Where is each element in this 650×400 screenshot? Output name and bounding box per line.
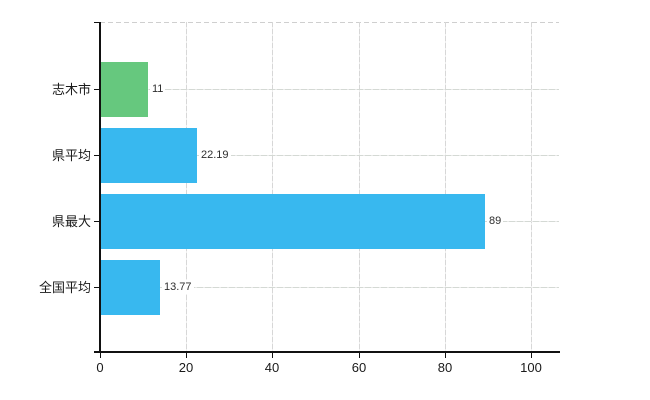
y-axis-top-tick xyxy=(94,22,100,23)
x-tick-label: 100 xyxy=(520,360,542,375)
category-label: 志木市 xyxy=(51,81,91,97)
bar xyxy=(101,193,485,249)
bar xyxy=(101,127,197,183)
x-tick-label: 60 xyxy=(351,360,367,375)
x-axis-tick xyxy=(445,353,446,358)
x-axis-tick xyxy=(100,353,101,358)
bar-value-label: 22.19 xyxy=(199,148,231,162)
x-tick-label: 0 xyxy=(96,360,104,375)
x-tick-label: 40 xyxy=(264,360,280,375)
x-tick-label: 80 xyxy=(437,360,453,375)
gridline-horizontal xyxy=(101,287,559,288)
bar-value-label: 13.77 xyxy=(162,280,194,294)
x-axis-tick xyxy=(186,353,187,358)
bar-value-label: 89 xyxy=(487,214,504,228)
x-axis-tick xyxy=(272,353,273,358)
gridline-vertical xyxy=(186,22,187,351)
gridline-vertical xyxy=(359,22,360,351)
gridline-vertical xyxy=(272,22,273,351)
y-axis-tick xyxy=(94,89,100,90)
bar xyxy=(101,259,160,315)
category-label: 全国平均 xyxy=(38,279,91,295)
plot-top-border xyxy=(100,22,559,23)
category-label: 県最大 xyxy=(51,213,91,229)
x-tick-label: 20 xyxy=(178,360,194,375)
y-axis-line xyxy=(99,22,101,353)
x-axis-tick xyxy=(359,353,360,358)
bar-value-label: 11 xyxy=(150,82,166,96)
gridline-vertical xyxy=(531,22,532,351)
x-axis-tick xyxy=(531,353,532,358)
gridline-vertical xyxy=(445,22,446,351)
category-label: 県平均 xyxy=(51,147,91,163)
x-axis-line xyxy=(94,351,560,353)
y-axis-tick xyxy=(94,221,100,222)
gridline-horizontal xyxy=(101,89,559,90)
y-axis-tick xyxy=(94,287,100,288)
gridline-horizontal xyxy=(101,155,559,156)
bar xyxy=(101,61,148,117)
y-axis-tick xyxy=(94,155,100,156)
